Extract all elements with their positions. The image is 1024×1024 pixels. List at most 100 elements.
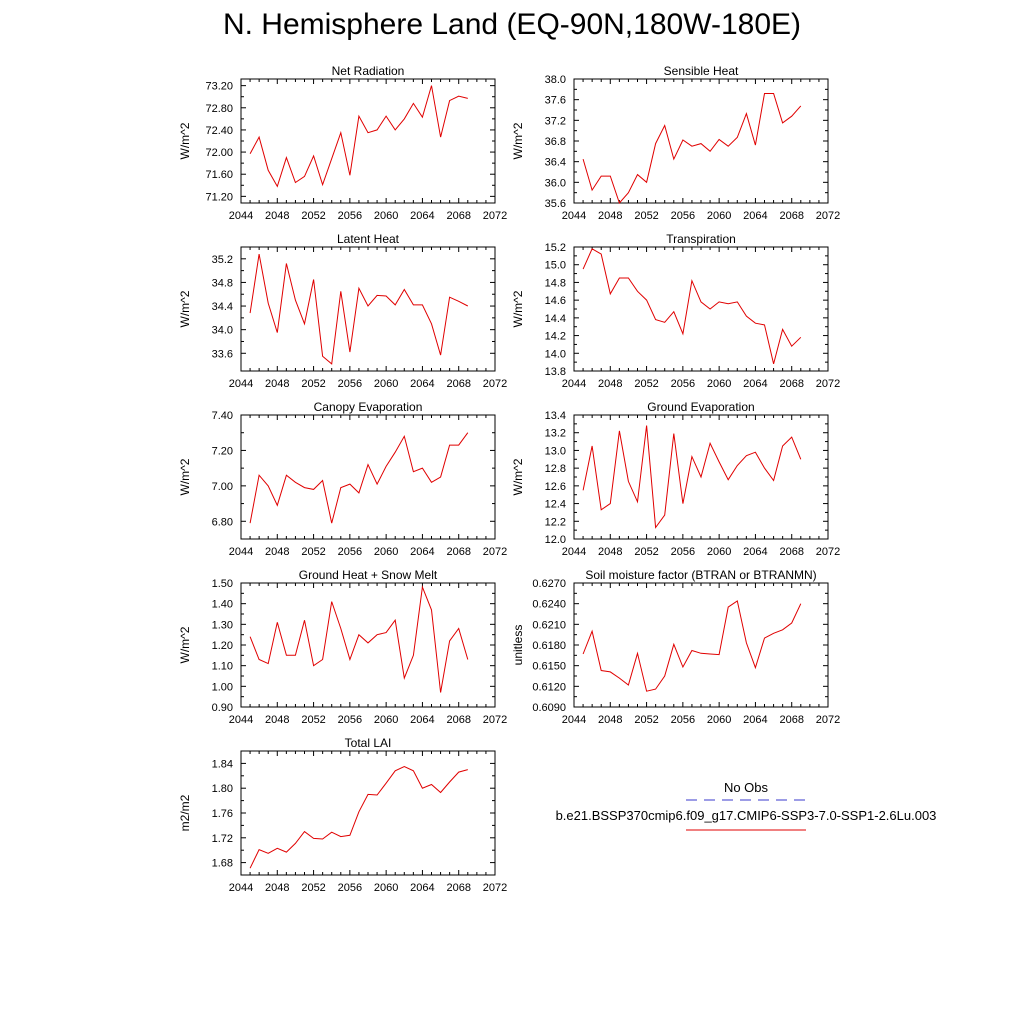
x-tick-label: 2052	[301, 714, 325, 726]
x-tick-label: 2064	[410, 546, 434, 558]
panel-title: Ground Evaporation	[647, 400, 754, 414]
x-tick-label: 2048	[598, 714, 622, 726]
x-tick-label: 2056	[671, 210, 695, 222]
y-axis-label: W/m^2	[178, 458, 192, 495]
y-tick-label: 36.4	[545, 157, 566, 169]
x-tick-label: 2048	[598, 546, 622, 558]
y-axis-label: W/m^2	[511, 290, 525, 327]
chart-panel: Latent Heat W/m^2 2044 2048 2052 2056 2060 2064…	[178, 232, 507, 390]
plot-frame	[573, 246, 829, 372]
y-tick-label: 34.8	[212, 277, 233, 289]
x-tick-label: 2044	[229, 210, 253, 222]
x-tick-label: 2048	[598, 210, 622, 222]
y-tick-label: 0.6120	[532, 681, 566, 693]
x-tick-label: 2052	[301, 546, 325, 558]
x-tick-label: 2048	[265, 210, 289, 222]
x-tick-label: 2072	[816, 210, 840, 222]
y-tick-label: 1.30	[212, 619, 233, 631]
x-tick-label: 2064	[743, 714, 767, 726]
x-tick-label: 2056	[671, 714, 695, 726]
y-tick-label: 15.0	[545, 260, 566, 272]
panel-title: Canopy Evaporation	[314, 400, 423, 414]
x-tick-label: 2052	[634, 378, 658, 390]
x-tick-label: 2064	[410, 714, 434, 726]
x-tick-label: 2044	[562, 378, 586, 390]
x-tick-label: 2056	[671, 546, 695, 558]
plot-frame	[573, 582, 829, 708]
chart-panel: Net Radiation W/m^2 2044 2048 2052 2056 2060 20…	[178, 64, 507, 222]
y-tick-label: 1.40	[212, 599, 233, 611]
x-tick-label: 2060	[707, 378, 731, 390]
x-tick-label: 2052	[634, 210, 658, 222]
x-tick-label: 2060	[374, 210, 398, 222]
y-tick-label: 12.8	[545, 463, 566, 475]
y-tick-label: 37.2	[545, 115, 566, 127]
x-tick-label: 2064	[410, 210, 434, 222]
x-tick-label: 2072	[483, 882, 507, 894]
y-tick-label: 6.80	[212, 516, 233, 528]
x-tick-label: 2048	[265, 546, 289, 558]
x-tick-label: 2060	[374, 546, 398, 558]
y-tick-label: 0.6240	[532, 599, 566, 611]
x-tick-label: 2056	[338, 546, 362, 558]
x-tick-label: 2068	[779, 210, 803, 222]
x-tick-label: 2068	[779, 378, 803, 390]
x-tick-label: 2048	[265, 714, 289, 726]
series-line	[582, 425, 802, 529]
x-tick-label: 2064	[743, 210, 767, 222]
x-tick-label: 2060	[374, 882, 398, 894]
y-tick-label: 35.2	[212, 254, 233, 266]
y-tick-label: 34.4	[212, 301, 233, 313]
y-tick-label: 72.00	[205, 147, 233, 159]
x-tick-label: 2048	[265, 378, 289, 390]
y-tick-label: 7.00	[212, 481, 233, 493]
panel-title: Net Radiation	[332, 64, 405, 78]
y-tick-label: 7.40	[212, 410, 233, 422]
y-tick-label: 7.20	[212, 445, 233, 457]
y-tick-label: 0.6090	[532, 702, 566, 714]
x-tick-label: 2048	[265, 882, 289, 894]
x-tick-label: 2052	[301, 378, 325, 390]
chart-panel: Ground Evaporation W/m^2 2044 2048 2052 2056 2…	[511, 400, 840, 558]
chart-panel: Canopy Evaporation W/m^2 2044 2048 2052 2056 2…	[178, 400, 507, 558]
y-tick-label: 13.4	[545, 410, 566, 422]
panel-title: Soil moisture factor (BTRAN or BTRANMN)	[585, 568, 816, 582]
x-tick-label: 2072	[483, 210, 507, 222]
series-line	[249, 765, 468, 869]
y-tick-label: 36.0	[545, 177, 566, 189]
y-tick-label: 38.0	[545, 74, 566, 86]
y-tick-label: 1.72	[212, 833, 233, 845]
y-axis-label: W/m^2	[511, 122, 525, 159]
y-tick-label: 1.50	[212, 578, 233, 590]
x-tick-label: 2064	[743, 546, 767, 558]
x-tick-label: 2072	[483, 546, 507, 558]
x-tick-label: 2052	[634, 546, 658, 558]
x-tick-label: 2072	[483, 378, 507, 390]
y-tick-label: 14.4	[545, 313, 566, 325]
y-tick-label: 12.4	[545, 499, 566, 511]
x-tick-label: 2072	[816, 546, 840, 558]
y-tick-label: 0.6180	[532, 640, 566, 652]
chart-panel: Transpiration W/m^2 2044 2048 2052 2056 2060 20…	[511, 232, 840, 390]
y-axis-label: W/m^2	[178, 122, 192, 159]
x-tick-label: 2060	[707, 714, 731, 726]
plot-frame	[573, 78, 829, 204]
y-tick-label: 72.80	[205, 103, 233, 115]
y-tick-label: 0.6270	[532, 578, 566, 590]
x-tick-label: 2056	[671, 378, 695, 390]
y-tick-label: 1.00	[212, 681, 233, 693]
y-tick-label: 1.80	[212, 783, 233, 795]
y-tick-label: 14.0	[545, 348, 566, 360]
x-tick-label: 2044	[229, 546, 253, 558]
x-tick-label: 2044	[562, 714, 586, 726]
y-tick-label: 72.40	[205, 125, 233, 137]
y-tick-label: 1.68	[212, 858, 233, 870]
x-tick-label: 2064	[410, 882, 434, 894]
chart-panel: Sensible Heat W/m^2 2044 2048 2052 2056 2060 20…	[511, 64, 840, 222]
y-tick-label: 13.8	[545, 366, 566, 378]
series-line	[582, 93, 802, 204]
y-tick-label: 1.84	[212, 758, 233, 770]
y-tick-label: 1.20	[212, 640, 233, 652]
y-axis-label: W/m^2	[178, 290, 192, 327]
y-tick-label: 33.6	[212, 348, 233, 360]
